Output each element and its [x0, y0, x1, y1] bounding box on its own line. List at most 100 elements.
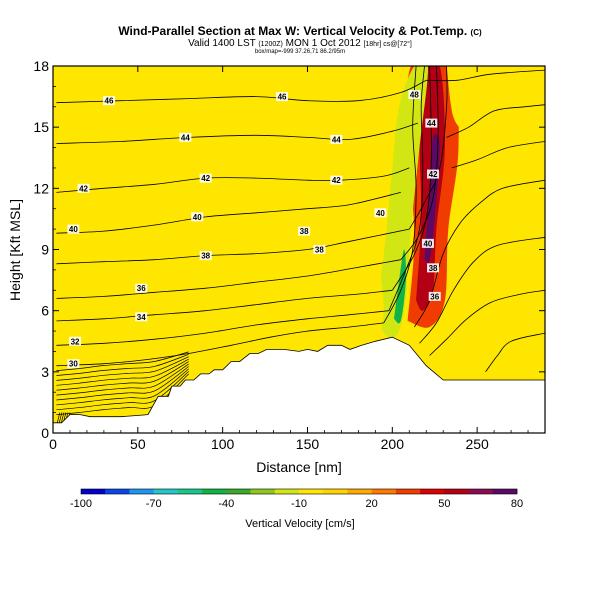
contour-label-text: 42: [79, 184, 88, 193]
contour-label: 38: [313, 245, 326, 255]
colorbar-tick-label: 80: [511, 498, 523, 510]
region-teal-downdraft-core: [394, 249, 407, 324]
colorbar-swatch: [299, 489, 324, 494]
colorbar-swatch: [274, 489, 300, 494]
contour-38: [56, 228, 410, 265]
contour-steep: [408, 66, 448, 230]
copyright-badge: (C): [470, 28, 482, 37]
contour-low-level: [56, 361, 189, 391]
contour-label: 40: [191, 212, 204, 222]
contour-40: [56, 192, 401, 234]
x-tick-label: 100: [211, 436, 235, 452]
contour-label: 32: [69, 336, 82, 346]
contour-label-text: 42: [201, 174, 210, 183]
y-tick-label: 3: [41, 364, 49, 380]
contour-steep: [446, 104, 545, 138]
contour-46: [56, 79, 427, 104]
contour-steep: [451, 141, 545, 169]
colorbar-swatch: [371, 489, 397, 494]
region-green-column-right: [477, 163, 508, 314]
contour-label: 40: [421, 238, 434, 248]
y-axis-label: Height [Kft MSL]: [7, 199, 23, 301]
colorbar-tick-label: 50: [438, 498, 450, 510]
contour-steep: [383, 66, 417, 324]
contour-label: 48: [408, 90, 421, 100]
colorbar-swatch: [323, 489, 348, 494]
contour-low-level: [56, 368, 189, 406]
contour-label: 42: [77, 183, 90, 193]
colorbar-frame: [80, 488, 518, 495]
valid-utc: (1200Z): [258, 41, 283, 48]
contour-label-text: 34: [137, 313, 146, 322]
y-tick-label: 12: [33, 180, 49, 196]
contour-label: 34: [135, 312, 148, 322]
contour-label-text: 40: [193, 213, 202, 222]
colorbar-swatch: [202, 489, 227, 494]
contour-label: 42: [199, 173, 212, 183]
colorbar-swatch: [492, 489, 518, 494]
valid-time-line: Valid 1400 LST (1200Z) MON 1 Oct 2012 [1…: [0, 38, 600, 49]
contour-label-text: 44: [332, 135, 341, 144]
contour-label-text: 46: [278, 93, 287, 102]
contour-low-level: [56, 363, 189, 396]
contour-label: 36: [135, 283, 148, 293]
contour-label-text: 44: [427, 119, 436, 128]
valid-date: MON 1 Oct 2012: [285, 38, 361, 49]
colorbar-tick-label: 20: [366, 498, 378, 510]
contour-steep: [426, 69, 545, 82]
contour-label: 46: [102, 96, 115, 106]
x-tick-label: 200: [381, 436, 405, 452]
contour-44: [56, 122, 418, 144]
y-tick-label: 9: [41, 242, 49, 258]
region-green-lower-left: [366, 269, 384, 345]
contour-label: 30: [67, 359, 80, 369]
contour-label: 42: [427, 169, 440, 179]
contour-label-text: 40: [376, 209, 385, 218]
contour-label: 40: [67, 224, 80, 234]
colorbar-swatch: [177, 489, 203, 494]
contour-low-level: [56, 356, 189, 381]
terrain: [53, 336, 545, 433]
contour-label-text: 36: [430, 292, 439, 301]
colorbar-swatch: [105, 489, 130, 494]
x-tick-label: 50: [130, 436, 146, 452]
y-tick-label: 15: [33, 119, 49, 135]
contour-label: 38: [199, 251, 212, 261]
contour-label-text: 36: [137, 284, 146, 293]
contour-low-level: [56, 358, 189, 386]
contour-label: 36: [428, 291, 441, 301]
y-tick-label: 6: [41, 303, 49, 319]
contour-low-level: [56, 366, 189, 401]
contour-label-text: 40: [69, 225, 78, 234]
chart-title: Wind-Parallel Section at Max W: Vertical…: [0, 24, 600, 38]
colorbar-swatch: [129, 489, 154, 494]
contour-label-text: 46: [105, 97, 114, 106]
section-info-line: box/map=-999 37.26,71 86.2/95m: [254, 49, 346, 55]
region-green-top-right: [446, 66, 493, 129]
contour-label: 38: [298, 226, 311, 236]
contour-labels: 46 46 44 44 42 42 42 40 40 40 38 38 38 36 34 32 30 48 44 42…: [67, 90, 441, 369]
chart-title-text: Wind-Parallel Section at Max W: Vertical…: [118, 24, 468, 38]
colorbar-swatch: [468, 489, 494, 494]
contour-label: 44: [179, 132, 192, 142]
contour-label: 42: [330, 175, 343, 185]
contour-label-text: 38: [315, 246, 324, 255]
valid-time: Valid 1400 LST: [188, 38, 256, 49]
colorbar: -100 -70 -40 -10 20 50 80: [70, 488, 523, 510]
x-tick-label: 150: [296, 436, 320, 452]
contour-label: 46: [276, 92, 289, 102]
colorbar-swatch: [347, 489, 372, 494]
contour-label-text: 42: [332, 176, 341, 185]
contour-steep: [388, 66, 425, 311]
contour-label-text: 42: [429, 170, 438, 179]
contour-steep: [429, 289, 545, 356]
colorbar-swatch: [153, 489, 179, 494]
colorbar-swatch: [420, 489, 445, 494]
colorbar-swatch: [444, 489, 469, 494]
contour-label-text: 38: [201, 252, 210, 261]
x-tick-label: 250: [465, 436, 489, 452]
colorbar-tick-label: -70: [146, 498, 162, 510]
contour-34: [56, 289, 393, 322]
